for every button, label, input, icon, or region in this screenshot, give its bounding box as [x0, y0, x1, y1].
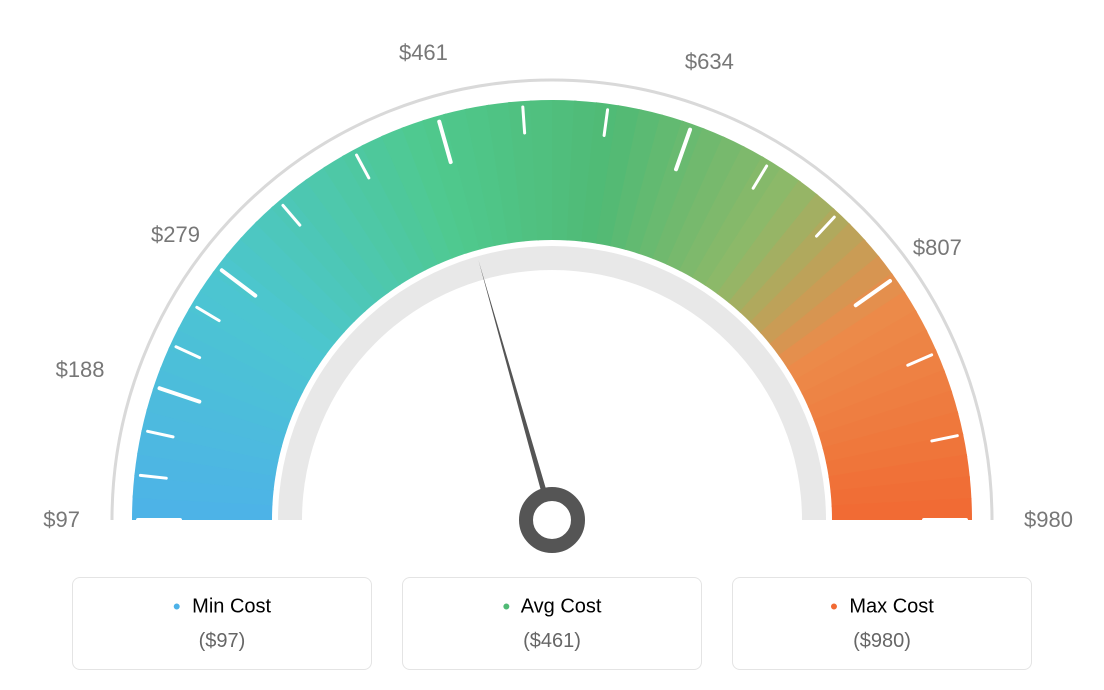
legend-row: • Min Cost ($97) • Avg Cost ($461) • Max…	[0, 577, 1104, 670]
gauge-tick-label: $188	[56, 357, 105, 383]
gauge-tick-label: $279	[151, 222, 200, 248]
legend-card-min: • Min Cost ($97)	[72, 577, 372, 670]
legend-label: Avg Cost	[521, 595, 602, 617]
dot-icon: •	[830, 594, 838, 619]
gauge-tick-label: $97	[43, 507, 80, 533]
legend-value: ($461)	[423, 630, 681, 653]
gauge-tick-label: $980	[1024, 507, 1073, 533]
gauge-chart: $97 $188 $279 $461 $634 $807 $980	[0, 0, 1104, 570]
gauge-tick-label: $807	[913, 235, 962, 261]
gauge-tick-label: $461	[399, 40, 448, 66]
dot-icon: •	[503, 594, 511, 619]
legend-value: ($980)	[753, 630, 1011, 653]
legend-value: ($97)	[93, 630, 351, 653]
dot-icon: •	[173, 594, 181, 619]
gauge-tick-label: $634	[685, 49, 734, 75]
legend-label: Max Cost	[849, 595, 933, 617]
legend-label: Min Cost	[192, 595, 271, 617]
legend-card-avg: • Avg Cost ($461)	[402, 577, 702, 670]
legend-card-max: • Max Cost ($980)	[732, 577, 1032, 670]
